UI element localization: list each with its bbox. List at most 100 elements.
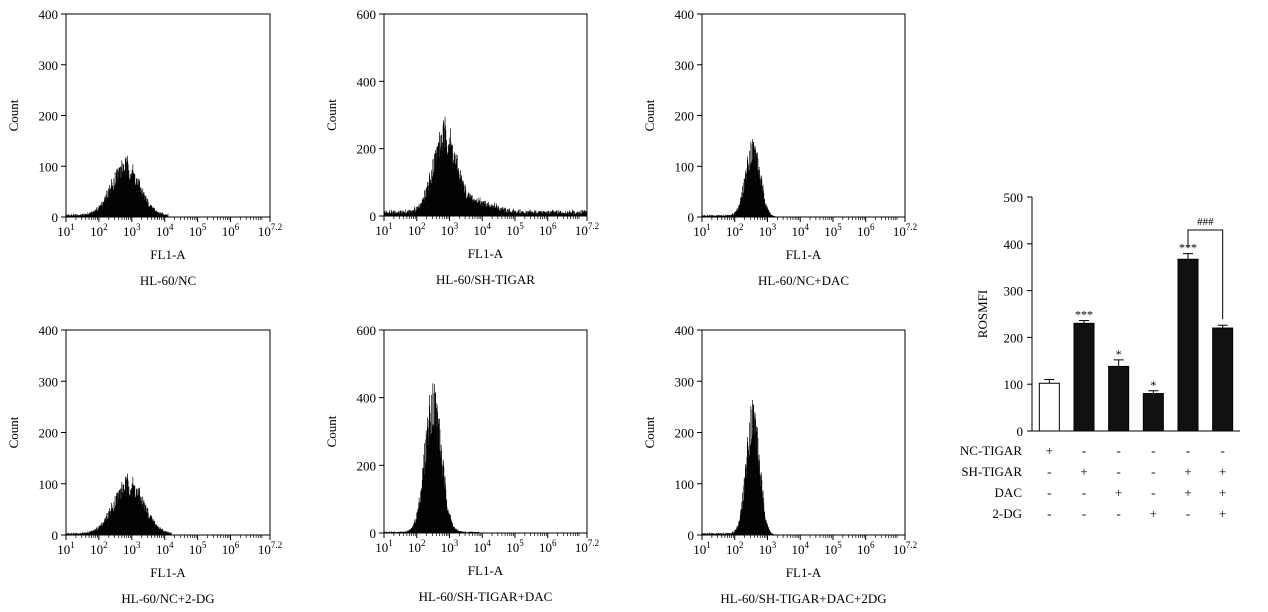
histogram-bin [428, 185, 429, 216]
histogram-bin [91, 530, 93, 535]
histogram-bin [574, 213, 576, 216]
histogram-bin [452, 523, 453, 533]
histogram-bin [506, 212, 507, 216]
histogram-bin [409, 210, 411, 216]
histogram-bin [85, 213, 86, 217]
histogram-bin [454, 155, 456, 216]
x-tick-label: 105 [189, 540, 207, 557]
histogram-bin [766, 522, 768, 535]
y-tick-label: 200 [1004, 330, 1024, 345]
histogram-bin [466, 198, 467, 216]
histogram-bin [509, 211, 511, 216]
histogram-bin [496, 205, 498, 216]
histogram-bin [738, 522, 740, 535]
histogram-bin [728, 532, 729, 535]
histogram-bin [521, 212, 523, 216]
x-tick-exponent: 7.2 [906, 222, 917, 232]
bracket-label: ### [1197, 216, 1214, 228]
histogram-bin [528, 211, 529, 216]
histogram-bin [160, 529, 162, 535]
histogram-bin [76, 215, 78, 217]
histogram-bin [760, 486, 762, 535]
histogram-bin [438, 142, 440, 216]
histogram-bin [537, 213, 538, 216]
histogram-bin [489, 207, 491, 216]
histogram-bin [554, 211, 556, 216]
histogram-bin [159, 529, 161, 535]
histogram-bin [744, 189, 745, 217]
histogram-bin [94, 531, 96, 535]
histogram-bin [410, 210, 412, 216]
histogram-bin [453, 153, 455, 216]
y-tick-label: 400 [675, 7, 695, 22]
histogram-bin [539, 211, 541, 216]
histogram-bin [750, 162, 752, 217]
histogram-bin [713, 533, 715, 535]
histogram-bin [491, 207, 492, 216]
histogram-bin [726, 215, 727, 217]
histogram-bin [120, 166, 122, 217]
histogram-bin [439, 418, 440, 533]
histogram-bin [97, 529, 99, 535]
x-tick-exponent: 3 [454, 538, 459, 548]
histogram-bin [768, 211, 770, 217]
x-tick-exponent: 3 [136, 222, 141, 232]
histogram-bin [125, 478, 126, 535]
histogram-bin [488, 201, 490, 216]
histogram-bin [163, 530, 165, 535]
histogram-bin [476, 531, 477, 533]
histogram-bin [132, 487, 133, 535]
histogram-bin [125, 476, 127, 535]
histogram-bin [94, 210, 95, 217]
histogram-bin [517, 210, 519, 216]
histogram-bin [485, 206, 487, 216]
histogram-bin [395, 212, 397, 216]
histogram-bin [580, 213, 581, 216]
histogram-bin [743, 193, 744, 217]
histogram-bin [502, 207, 503, 216]
histogram-bin [109, 188, 111, 217]
histogram-bin [413, 523, 414, 533]
histogram-bin [733, 531, 735, 535]
histogram-bin [576, 212, 578, 216]
histogram-bin [144, 194, 146, 217]
histogram-bin [408, 213, 410, 216]
histogram-bin [159, 213, 161, 217]
condition-mark: + [1080, 464, 1087, 479]
histogram-bin [578, 212, 579, 216]
histogram-bin [91, 213, 92, 217]
histogram-bin [545, 212, 546, 216]
histogram-bin [526, 214, 528, 216]
y-tick-label: 400 [675, 323, 695, 338]
x-tick-exponent: 4 [169, 540, 174, 550]
histogram-bin [393, 210, 394, 216]
histogram-bin [131, 490, 133, 535]
histogram-bin [130, 178, 132, 217]
histogram-bin [166, 215, 168, 217]
histogram-bin [421, 491, 422, 533]
histogram-bin [384, 531, 385, 533]
histogram-bin [406, 531, 408, 533]
histogram-bin [146, 203, 148, 217]
histogram-bin [577, 214, 579, 216]
histogram-bin [71, 215, 73, 217]
histogram-bin [534, 210, 535, 216]
histogram-bin [771, 533, 773, 535]
histogram-bin [109, 510, 111, 535]
histogram-bin [737, 525, 739, 535]
histogram-bin [470, 194, 471, 216]
histogram-bin [112, 508, 114, 535]
histogram-bin [411, 211, 413, 216]
histogram-bin [482, 202, 484, 216]
histogram-bin [133, 485, 135, 535]
histogram-bin [461, 531, 462, 533]
y-tick-label: 300 [39, 374, 59, 389]
histogram-bin [68, 215, 70, 217]
histogram-bin [136, 489, 137, 535]
plot-frame [383, 13, 588, 217]
histogram-bin [416, 210, 417, 216]
histogram-bin [405, 531, 407, 533]
histogram-bin [76, 533, 78, 535]
histogram-bin [410, 528, 412, 533]
histogram-bin [746, 156, 748, 217]
